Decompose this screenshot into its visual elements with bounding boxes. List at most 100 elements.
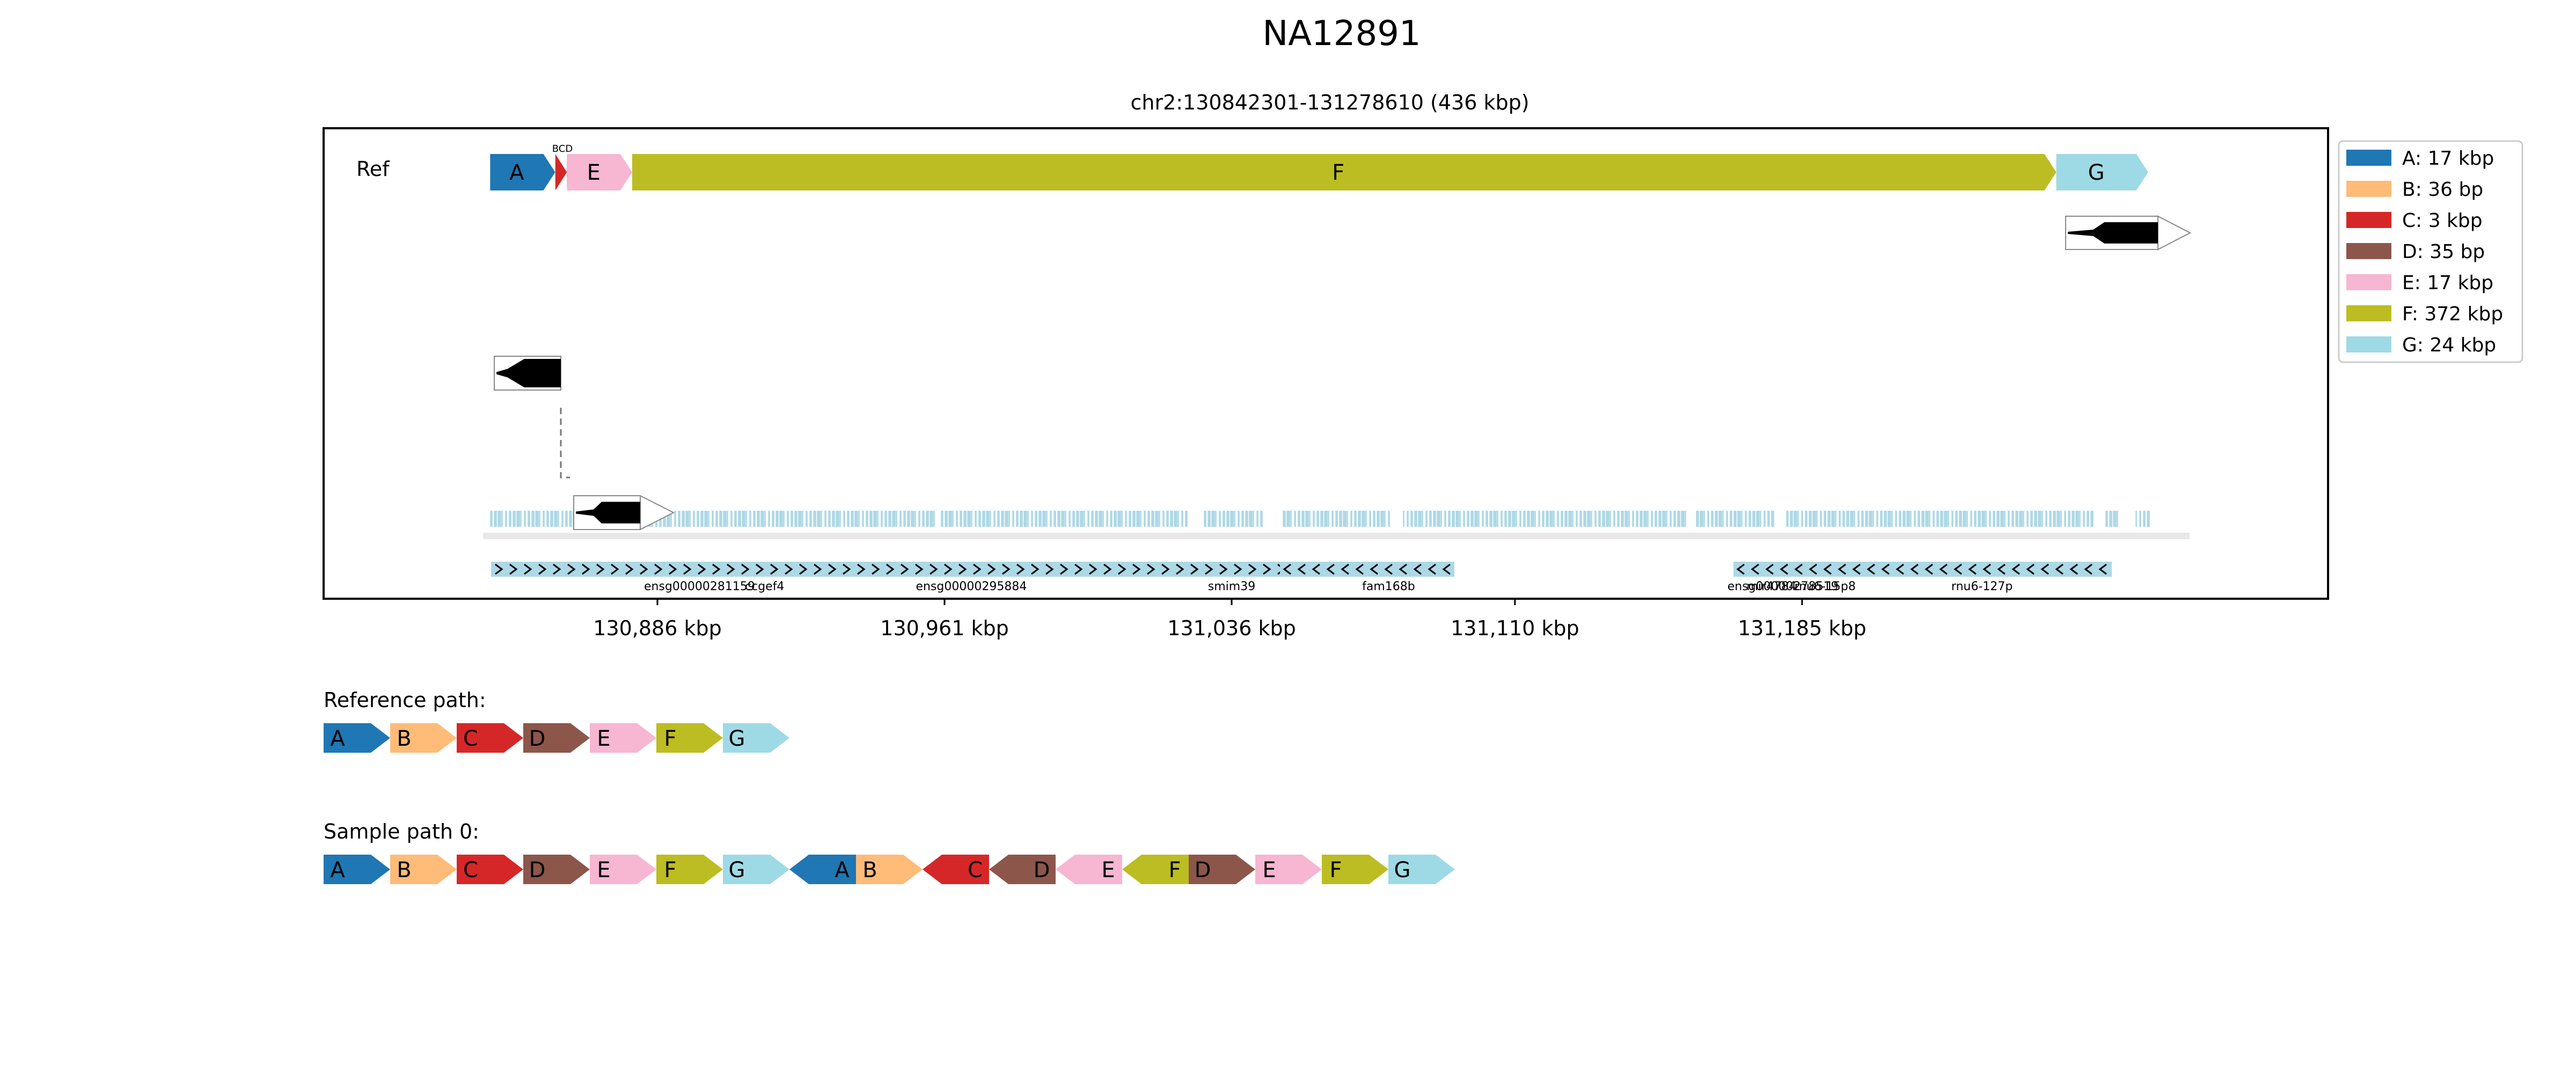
repeat-element [1606, 511, 1609, 527]
repeat-element [1155, 511, 1159, 527]
strand-chevron [1147, 563, 1155, 575]
repeat-element [531, 511, 535, 527]
repeat-element [1805, 511, 1807, 527]
repeat-element [1617, 511, 1620, 527]
repeat-element [993, 511, 996, 527]
repeat-element [1335, 511, 1338, 527]
reference-path-segment [723, 723, 789, 753]
sample-path-segment-label: B [862, 858, 877, 883]
sample-path-segment-label: D [1195, 858, 1211, 883]
repeat-element [528, 511, 530, 527]
repeat-element [1670, 511, 1672, 527]
repeat-element [1801, 511, 1803, 527]
repeat-element [663, 511, 666, 527]
repeat-element [1117, 511, 1121, 527]
repeat-element [1298, 511, 1300, 527]
strand-chevron [2026, 563, 2035, 575]
strand-chevron [2055, 563, 2063, 575]
repeat-element [1343, 511, 1346, 527]
strand-chevron [872, 563, 880, 575]
repeat-element [1857, 511, 1860, 527]
repeat-element [1763, 511, 1766, 527]
repeat-element [1895, 511, 1897, 527]
repeat-element [2109, 511, 2112, 527]
strand-chevron [1867, 563, 1875, 575]
repeat-element [2064, 511, 2066, 527]
repeat-element [1437, 511, 1440, 527]
repeat-element [1591, 511, 1592, 527]
repeat-element [715, 511, 718, 527]
legend-label: B: 36 bp [2402, 179, 2483, 201]
legend-label: F: 372 kbp [2402, 303, 2503, 325]
repeat-element [1651, 511, 1653, 527]
ref-segment-C [555, 154, 567, 190]
strand-chevron [2069, 563, 2078, 575]
repeat-element [1459, 511, 1461, 527]
repeat-element [2113, 511, 2117, 527]
repeat-element [1020, 511, 1023, 527]
repeat-element [1970, 511, 1972, 527]
repeat-element [501, 511, 503, 527]
reference-path-segment [656, 723, 723, 753]
repeat-element [1053, 511, 1056, 527]
repeat-element [1842, 511, 1845, 527]
repeat-element [1523, 511, 1526, 527]
repeat-element [2083, 511, 2085, 527]
repeat-element [1985, 511, 1987, 527]
repeat-element [1933, 511, 1935, 527]
repeat-element [524, 511, 526, 527]
strand-chevron [1016, 563, 1025, 575]
repeat-element [1519, 511, 1521, 527]
strand-chevron [1968, 563, 1977, 575]
repeat-element [1504, 511, 1507, 527]
reference-path-segment-label: A [330, 726, 345, 751]
reference-path-segment [590, 723, 656, 753]
repeat-element [911, 511, 914, 527]
sample-path-segment-label: G [1394, 858, 1411, 883]
repeat-element [1147, 511, 1150, 527]
x-tick-label: 131,185 kbp [1738, 616, 1866, 640]
repeat-element [772, 511, 774, 527]
repeat-element [1955, 511, 1958, 527]
repeat-element [1771, 511, 1774, 527]
ref-segment-E [567, 154, 632, 190]
repeat-element [2139, 511, 2141, 527]
repeat-element [1452, 511, 1455, 527]
repeat-element [1140, 511, 1141, 527]
legend: A: 17 kbp B: 36 bp C: 3 kbp D: 35 bp E: 17 k… [2338, 140, 2523, 363]
strand-chevron [2098, 563, 2107, 575]
repeat-element [1527, 511, 1530, 527]
repeat-element [2087, 511, 2089, 527]
repeat-element [1576, 511, 1578, 527]
repeat-element [854, 511, 858, 527]
strand-chevron [1248, 563, 1257, 575]
repeat-element [768, 511, 770, 527]
repeat-element [1046, 511, 1048, 527]
repeat-element [926, 511, 929, 527]
strand-chevron [509, 563, 518, 575]
repeat-element [1008, 511, 1010, 527]
repeat-element [1234, 511, 1235, 527]
repeat-element [975, 511, 977, 527]
repeat-element [1388, 511, 1390, 527]
reference-path-segment [457, 723, 523, 753]
repeat-element [558, 511, 559, 527]
repeat-element [1238, 511, 1240, 527]
strand-chevron [698, 563, 706, 575]
repeat-element [1918, 511, 1920, 527]
repeat-element [1121, 511, 1123, 527]
repeat-element [1230, 511, 1234, 527]
repeat-element [952, 511, 954, 527]
repeat-element [2008, 511, 2010, 527]
annotation-track [483, 511, 2190, 577]
repeat-element [1440, 511, 1442, 527]
strand-chevron [1384, 563, 1393, 575]
repeat-element [1880, 511, 1883, 527]
repeat-element [1624, 511, 1628, 527]
region-subtitle: chr2:130842301-131278610 (436 kbp) [1130, 91, 1529, 114]
repeat-element [2000, 511, 2004, 527]
repeat-element [1534, 511, 1536, 527]
strand-chevron [915, 563, 924, 575]
repeat-element [1305, 511, 1309, 527]
repeat-element [1429, 511, 1432, 527]
